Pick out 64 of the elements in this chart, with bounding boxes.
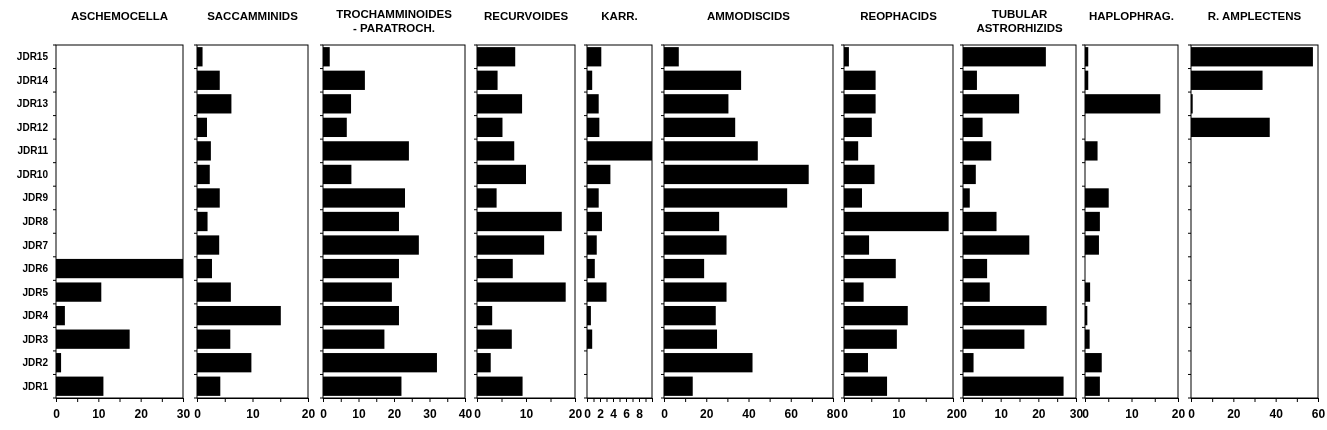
x-tick-label: 0 xyxy=(474,407,482,422)
y-tick-label: JDR11 xyxy=(17,145,49,157)
x-tick-label: 6 xyxy=(623,407,631,422)
x-tick-label: 10 xyxy=(1125,407,1139,422)
x-tick-label: 0 xyxy=(53,407,61,422)
x-tick-label: 20 xyxy=(1032,407,1046,422)
y-tick-label: JDR14 xyxy=(16,74,49,86)
x-tick-label: 60 xyxy=(784,407,799,422)
x-tick-label: 0 xyxy=(661,407,669,422)
x-tick-label: 20 xyxy=(387,407,402,422)
chart-title: AMMODISCIDS xyxy=(706,10,791,22)
x-tick-label: 40 xyxy=(458,407,473,422)
x-tick-label: 40 xyxy=(742,407,756,422)
x-tick-label: 0 xyxy=(320,407,328,422)
chart-title: R. AMPLECTENS xyxy=(1207,10,1302,22)
y-tick-label: JDR9 xyxy=(22,192,49,204)
y-tick-label: JDR6 xyxy=(22,263,49,275)
x-tick-label: 30 xyxy=(1069,407,1084,422)
y-tick-label: JDR15 xyxy=(16,51,49,63)
x-tick-label: 0 xyxy=(194,407,202,422)
x-tick-label: 0 xyxy=(1082,407,1090,422)
x-tick-label: 0 xyxy=(841,407,849,422)
x-tick-label: 60 xyxy=(1311,407,1326,422)
x-tick-label: 30 xyxy=(423,407,437,422)
x-tick-label: 20 xyxy=(568,407,583,422)
x-tick-label: 10 xyxy=(994,407,1009,422)
x-tick-label: 0 xyxy=(1188,407,1196,422)
y-tick-label: JDR10 xyxy=(16,168,49,180)
x-tick-label: 30 xyxy=(176,407,191,422)
y-tick-label: JDR1 xyxy=(22,380,49,392)
chart-title: TUBULAR ASTRORHIZIDS xyxy=(976,8,1063,34)
x-tick-label: 10 xyxy=(352,407,366,422)
x-tick-label: 20 xyxy=(700,407,714,422)
x-tick-label: 4 xyxy=(610,407,618,422)
chart-title: HAPLOPHRAG. xyxy=(1089,10,1174,22)
chart-title: KARR. xyxy=(601,10,638,22)
chart-title: TROCHAMMINOIDES - PARATROCH. xyxy=(336,8,453,34)
x-tick-label: 20 xyxy=(1227,407,1241,422)
chart-title: SACCAMMINIDS xyxy=(207,10,299,22)
x-tick-label: 0 xyxy=(584,407,592,422)
chart-title: RECURVOIDES xyxy=(483,10,569,22)
x-tick-label: 10 xyxy=(519,407,534,422)
x-tick-label: 10 xyxy=(246,407,260,422)
y-tick-label: JDR7 xyxy=(22,239,49,251)
y-tick-label: JDR12 xyxy=(16,121,49,133)
y-tick-label: JDR8 xyxy=(22,216,49,227)
y-tick-label: JDR2 xyxy=(22,357,49,369)
chart-title: ASCHEMOCELLA xyxy=(70,10,169,22)
x-tick-label: 10 xyxy=(92,407,106,422)
x-tick-label: 20 xyxy=(946,407,961,422)
x-tick-label: 40 xyxy=(1269,407,1284,422)
x-tick-label: 0 xyxy=(960,407,968,422)
x-tick-label: 20 xyxy=(134,407,149,422)
x-tick-label: 10 xyxy=(892,407,906,422)
x-tick-label: 8 xyxy=(636,407,644,422)
y-tick-label: JDR3 xyxy=(22,333,49,345)
y-tick-label: JDR13 xyxy=(16,98,49,110)
x-tick-label: 80 xyxy=(826,407,841,422)
x-tick-label: 20 xyxy=(301,407,316,422)
x-tick-label: 20 xyxy=(1171,407,1186,422)
y-tick-label: JDR5 xyxy=(22,286,49,298)
x-tick-label: 2 xyxy=(597,407,605,422)
y-tick-label: JDR4 xyxy=(22,310,49,322)
chart-title: REOPHACIDS xyxy=(860,10,938,22)
